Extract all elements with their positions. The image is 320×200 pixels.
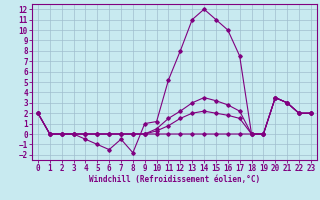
X-axis label: Windchill (Refroidissement éolien,°C): Windchill (Refroidissement éolien,°C): [89, 175, 260, 184]
